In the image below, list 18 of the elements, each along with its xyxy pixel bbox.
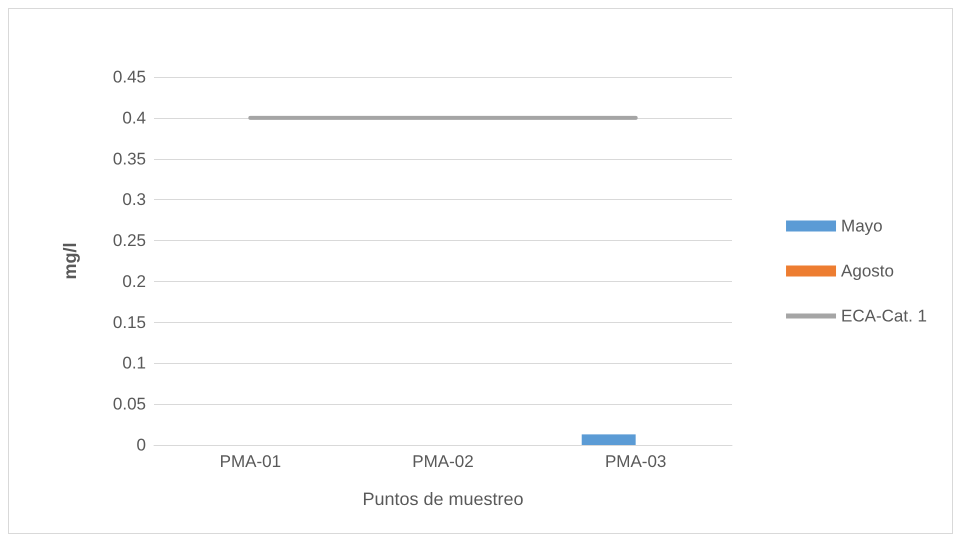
- y-tick-label: 0.25: [112, 231, 146, 250]
- y-tick-label: 0.35: [112, 149, 146, 168]
- y-tick-label: 0.45: [112, 68, 146, 86]
- legend-label: ECA-Cat. 1: [841, 306, 928, 326]
- y-axis-title: mg/l: [60, 242, 80, 280]
- y-tick-label: 0.4: [122, 108, 146, 128]
- x-axis-title: Puntos de muestreo: [362, 489, 524, 509]
- x-tick-label: PMA-02: [412, 452, 474, 471]
- y-tick-label: 0.3: [122, 190, 146, 210]
- legend-label: Mayo: [841, 216, 883, 236]
- x-tick-label: PMA-01: [220, 452, 282, 471]
- y-tick-label: 0: [136, 436, 146, 454]
- legend-label: Agosto: [841, 262, 894, 280]
- y-tick-label: 0.05: [112, 394, 146, 414]
- y-tick-label: 0.1: [122, 354, 146, 373]
- y-tick-label: 0.15: [112, 312, 146, 332]
- y-tick-label: 0.2: [122, 272, 146, 291]
- x-tick-label: PMA-03: [604, 452, 666, 471]
